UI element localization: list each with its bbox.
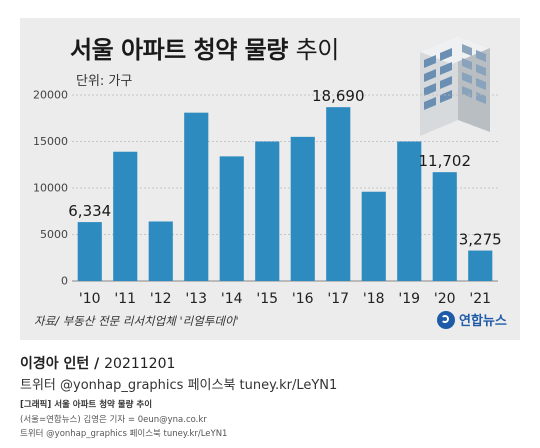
bar bbox=[468, 250, 493, 281]
x-tick-label: '12 bbox=[150, 291, 172, 307]
bar bbox=[255, 141, 280, 281]
chart-title-suffix: 추이 bbox=[295, 36, 340, 64]
y-tick-label: 0 bbox=[61, 275, 68, 288]
credit-date: 20211201 bbox=[104, 356, 176, 372]
author-credit: 이경아 인턴 / 20211201 bbox=[20, 353, 175, 373]
yonhap-logo-icon bbox=[437, 310, 455, 329]
x-tick-label: '19 bbox=[398, 291, 420, 307]
bar bbox=[113, 151, 138, 281]
unit-label: 단위: 가구 bbox=[76, 74, 133, 89]
bar bbox=[397, 141, 422, 281]
y-tick-label: 10000 bbox=[33, 182, 68, 195]
x-tick-label: '10 bbox=[79, 291, 101, 307]
x-tick-label: '15 bbox=[256, 291, 278, 307]
x-tick-label: '11 bbox=[114, 291, 136, 307]
footer-caption: [그래픽] 서울 아파트 청약 물량 추이 bbox=[20, 400, 153, 410]
bar bbox=[290, 136, 315, 281]
y-tick-label: 5000 bbox=[40, 228, 68, 241]
bar bbox=[361, 191, 386, 281]
bar bbox=[432, 172, 457, 281]
x-tick-label: '20 bbox=[434, 291, 456, 307]
footer-byline: (서울=연합뉴스) 김영은 기자 = 0eun@yna.co.kr bbox=[20, 415, 207, 425]
yonhap-logo: 연합뉴스 bbox=[437, 310, 507, 329]
x-tick-label: '21 bbox=[469, 291, 491, 307]
x-tick-label: '17 bbox=[327, 291, 349, 307]
yonhap-logo-text: 연합뉴스 bbox=[459, 314, 507, 329]
y-tick-label: 15000 bbox=[33, 135, 68, 148]
x-tick-label: '13 bbox=[185, 291, 207, 307]
bar bbox=[219, 156, 244, 281]
data-label: 18,690 bbox=[312, 87, 365, 105]
bar bbox=[77, 222, 102, 281]
source-note: 자료/ 부동산 전문 리서치업체 '리얼투데이' bbox=[34, 314, 239, 328]
footer-social: 트위터 @yonhap_graphics 페이스북 tuney.kr/LeYN1 bbox=[20, 429, 228, 439]
data-label: 6,334 bbox=[68, 202, 111, 220]
bar bbox=[326, 107, 351, 281]
data-label: 11,702 bbox=[419, 152, 472, 170]
bar bbox=[148, 221, 173, 281]
data-label: 3,275 bbox=[459, 231, 502, 249]
building-icon bbox=[420, 36, 490, 136]
x-tick-label: '14 bbox=[221, 291, 243, 307]
y-tick-label: 20000 bbox=[33, 89, 68, 102]
chart-title: 서울 아파트 청약 물량 추이 bbox=[70, 30, 339, 65]
x-tick-label: '18 bbox=[363, 291, 385, 307]
bar bbox=[184, 112, 209, 281]
author-name: 이경아 인턴 / bbox=[20, 356, 100, 372]
chart-title-main: 서울 아파트 청약 물량 bbox=[70, 36, 288, 64]
social-credit: 트위터 @yonhap_graphics 페이스북 tuney.kr/LeYN1 bbox=[20, 378, 338, 393]
x-tick-label: '16 bbox=[292, 291, 314, 307]
